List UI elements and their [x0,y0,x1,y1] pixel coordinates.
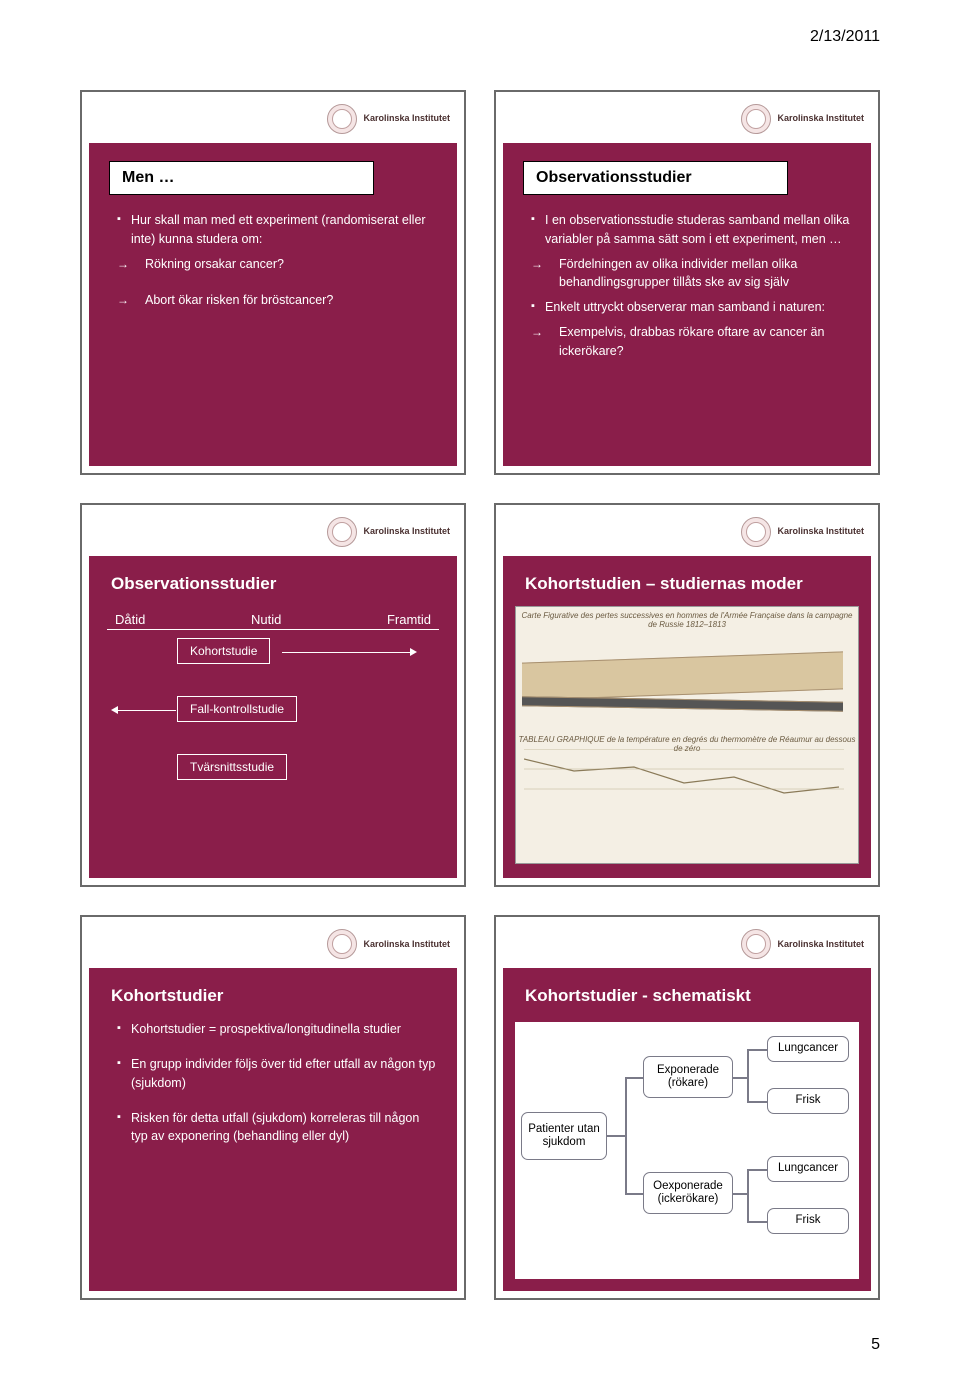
edge [607,1135,625,1137]
slide-title: Men … [109,161,374,195]
slide-body: Observationsstudier Dåtid Nutid Framtid … [89,553,457,886]
bullet: I en observationsstudie studeras samband… [531,211,851,249]
slide-header: Karolinska Institutet [496,92,878,140]
bullet: Hur skall man med ett experiment (random… [117,211,437,249]
logo-text: Karolinska Institutet [363,527,450,536]
slide-body: Kohortstudier - schematiskt Patienter ut… [503,965,871,1298]
edge [747,1169,767,1171]
slide-4: Karolinska Institutet Kohortstudien – st… [494,503,880,888]
box-fallkontroll: Fall-kontrollstudie [177,696,297,722]
logo-text: Karolinska Institutet [363,940,450,949]
timeline-diagram: Dåtid Nutid Framtid Kohortstudie Fall-ko… [89,602,457,806]
arrow-line [282,652,412,653]
slide-header: Karolinska Institutet [82,917,464,965]
node-frisk-1: Frisk [767,1088,849,1114]
slide-header: Karolinska Institutet [496,505,878,553]
slide-body: Kohortstudien – studiernas moder Carte F… [503,553,871,886]
bullet: Enkelt uttryckt observerar man samband i… [531,298,851,317]
minard-map: Carte Figurative des pertes successives … [515,606,859,865]
bullet: Risken för detta utfall (sjukdom) korrel… [117,1109,437,1147]
karolinska-logo-icon [327,929,357,959]
bullet-list: I en observationsstudie studeras samband… [503,205,871,378]
bullet-list: Kohortstudier = prospektiva/longitudinel… [89,1014,457,1164]
karolinska-logo-icon [327,517,357,547]
slide-body: Observationsstudier I en observationsstu… [503,140,871,473]
page-number: 5 [871,1336,880,1354]
node-patients: Patienter utan sjukdom [521,1112,607,1160]
edge [733,1193,747,1195]
map-top-caption: Carte Figurative des pertes successives … [516,611,858,629]
sub-bullet: Exempelvis, drabbas rökare oftare av can… [531,323,851,361]
node-lungcancer-1: Lungcancer [767,1036,849,1062]
slide-title: Observationsstudier [523,161,788,195]
slide-title: Kohortstudier [89,968,457,1014]
edge [625,1077,627,1195]
slide-title: Kohortstudier - schematiskt [503,968,871,1014]
slide-5: Karolinska Institutet Kohortstudier Koho… [80,915,466,1300]
karolinska-logo-icon [741,517,771,547]
map-return-band [522,696,843,712]
col-past: Dåtid [115,612,145,627]
karolinska-logo-icon [327,104,357,134]
row-tvarsnitt: Tvärsnittsstudie [107,754,439,788]
row-kohort: Kohortstudie [107,638,439,672]
flowchart: Patienter utan sjukdom Exponerade (rökar… [515,1022,859,1279]
arrow-right-icon [410,648,417,656]
slide-2: Karolinska Institutet Observationsstudie… [494,90,880,475]
logo-text: Karolinska Institutet [363,114,450,123]
logo-text: Karolinska Institutet [777,114,864,123]
timeline-axis [107,629,439,630]
slide-1: Karolinska Institutet Men … Hur skall ma… [80,90,466,475]
arrow-left-icon [111,706,118,714]
edge [733,1077,747,1079]
edge [625,1077,643,1079]
node-exposed: Exponerade (rökare) [643,1056,733,1098]
slide-body: Men … Hur skall man med ett experiment (… [89,140,457,473]
page-date: 2/13/2011 [810,28,880,46]
karolinska-logo-icon [741,104,771,134]
bullet-list: Hur skall man med ett experiment (random… [89,205,457,328]
bullet: Kohortstudier = prospektiva/longitudinel… [117,1020,437,1039]
slide-title: Observationsstudier [89,556,457,602]
row-fallkontroll: Fall-kontrollstudie [107,696,439,730]
slide-header: Karolinska Institutet [82,92,464,140]
sub-bullet: Abort ökar risken för bröstcancer? [117,291,437,310]
slide-header: Karolinska Institutet [82,505,464,553]
slide-3: Karolinska Institutet Observationsstudie… [80,503,466,888]
edge [625,1193,643,1195]
box-tvarsnitt: Tvärsnittsstudie [177,754,287,780]
edge [747,1169,749,1223]
logo-text: Karolinska Institutet [777,527,864,536]
edge [747,1101,767,1103]
map-flow-band [522,651,843,700]
col-future: Framtid [387,612,431,627]
slide-title: Kohortstudien – studiernas moder [503,556,871,602]
slide-6: Karolinska Institutet Kohortstudier - sc… [494,915,880,1300]
slides-grid: Karolinska Institutet Men … Hur skall ma… [80,90,880,1300]
node-frisk-2: Frisk [767,1208,849,1234]
sub-bullet: Fördelningen av olika individer mellan o… [531,255,851,293]
col-present: Nutid [251,612,281,627]
arrow-line [118,710,176,711]
node-lungcancer-2: Lungcancer [767,1156,849,1182]
bullet: En grupp individer följs över tid efter … [117,1055,437,1093]
timeline-header-row: Dåtid Nutid Framtid [107,612,439,627]
slide-body: Kohortstudier Kohortstudier = prospektiv… [89,965,457,1298]
logo-text: Karolinska Institutet [777,940,864,949]
karolinska-logo-icon [741,929,771,959]
slide-header: Karolinska Institutet [496,917,878,965]
node-unexposed: Oexponerade (ickerökare) [643,1172,733,1214]
edge [747,1221,767,1223]
box-kohortstudie: Kohortstudie [177,638,270,664]
temperature-chart-icon [524,749,844,805]
sub-bullet: Rökning orsakar cancer? [117,255,437,274]
edge [747,1049,749,1103]
edge [747,1049,767,1051]
